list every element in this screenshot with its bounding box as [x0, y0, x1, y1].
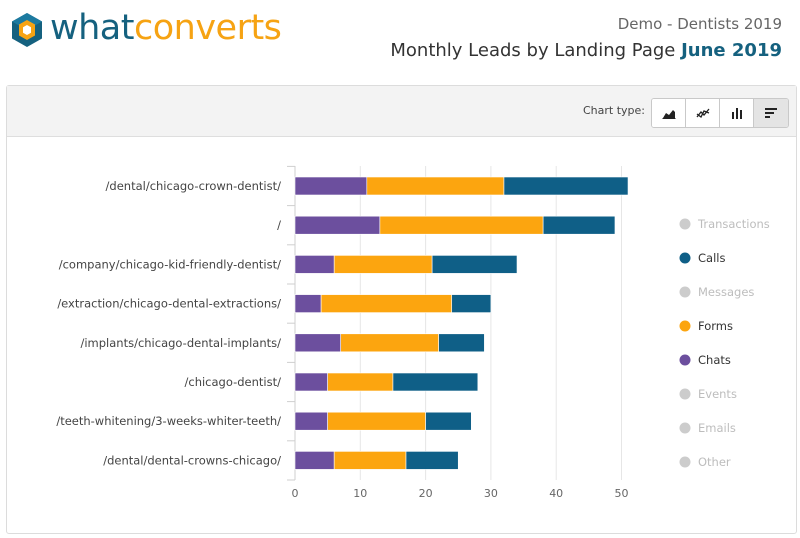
area-chart-icon [662, 110, 675, 119]
area-chart-button[interactable] [652, 99, 686, 127]
legend-marker [679, 286, 691, 298]
report-header: Demo - Dentists 2019 Monthly Leads by La… [390, 14, 782, 64]
x-tick-label: 40 [549, 487, 563, 500]
x-tick-label: 50 [615, 487, 629, 500]
bar-calls [438, 333, 485, 353]
bar-forms [340, 333, 439, 353]
legend-item-emails[interactable]: Emails [698, 421, 736, 435]
category-label: /dental/chicago-crown-dentist/ [106, 179, 282, 193]
report-title-line: Monthly Leads by Landing Page June 2019 [390, 38, 782, 64]
legend-marker [679, 218, 691, 230]
legend-item-transactions[interactable]: Transactions [697, 217, 770, 231]
bar-chats [294, 176, 368, 196]
bar-forms [366, 176, 505, 196]
category-label: /chicago-dentist/ [185, 375, 282, 389]
legend-marker [679, 456, 691, 468]
bar-calls [542, 215, 616, 235]
legend-item-other[interactable]: Other [698, 455, 731, 469]
legend-item-calls[interactable]: Calls [698, 251, 725, 265]
bar-calls [431, 255, 518, 274]
x-tick-label: 20 [419, 487, 433, 500]
category-label: /company/chicago-kid-friendly-dentist/ [59, 257, 281, 271]
bar-forms [333, 255, 433, 274]
bar-calls [405, 451, 459, 470]
brand-what: what [50, 8, 134, 48]
legend-item-messages[interactable]: Messages [698, 285, 754, 299]
report-month: June 2019 [681, 40, 782, 61]
bar-chart-icon [765, 108, 777, 118]
category-label: /extraction/chicago-dental-extractions/ [57, 297, 281, 311]
category-label: / [277, 218, 281, 232]
bar-chats [294, 215, 381, 235]
line-chart-button[interactable] [686, 99, 720, 127]
bar-calls [425, 411, 472, 431]
x-tick-label: 0 [292, 487, 299, 500]
bar-chart-button[interactable] [754, 99, 788, 127]
brand-converts: converts [133, 8, 282, 48]
legend-marker [679, 320, 691, 332]
column-chart-icon [731, 108, 742, 119]
brand-logo: whatconverts [10, 8, 300, 52]
x-tick-label: 30 [484, 487, 498, 500]
bar-forms [320, 294, 453, 313]
category-label: /implants/chicago-dental-implants/ [80, 336, 281, 350]
bar-chats [294, 411, 328, 431]
bar-chats [294, 333, 342, 353]
line-chart-icon [695, 108, 709, 118]
chart-type-label: Chart type: [582, 104, 645, 117]
category-label: /teeth-whitening/3-weeks-whiter-teeth/ [56, 414, 281, 428]
bar-calls [503, 176, 629, 196]
report-title: Monthly Leads by Landing Page [390, 40, 676, 61]
legend-marker [679, 422, 691, 434]
whatconverts-logo-icon [12, 13, 42, 47]
bar-forms [327, 372, 394, 392]
chart-toolbar: Chart type: [7, 86, 796, 137]
legend-marker [679, 354, 691, 366]
legend-item-chats[interactable]: Chats [698, 353, 731, 367]
bar-chats [294, 372, 328, 392]
bar-calls [392, 372, 479, 392]
chart-type-switcher [651, 98, 789, 128]
bar-chats [294, 294, 322, 313]
bar-forms [327, 411, 426, 431]
account-name: Demo - Dentists 2019 [617, 15, 782, 33]
column-chart-button[interactable] [720, 99, 754, 127]
bar-forms [333, 451, 407, 470]
legend-marker [679, 388, 691, 400]
bar-chats [294, 255, 335, 274]
bar-forms [379, 215, 544, 235]
legend-item-forms[interactable]: Forms [698, 319, 733, 333]
brand-wordmark: whatconverts [50, 6, 282, 50]
bar-chats [294, 451, 335, 470]
legend-marker [679, 252, 691, 264]
legend-item-events[interactable]: Events [698, 387, 737, 401]
bar-calls [451, 294, 492, 313]
x-tick-label: 10 [353, 487, 367, 500]
category-label: /dental/dental-crowns-chicago/ [103, 453, 281, 467]
